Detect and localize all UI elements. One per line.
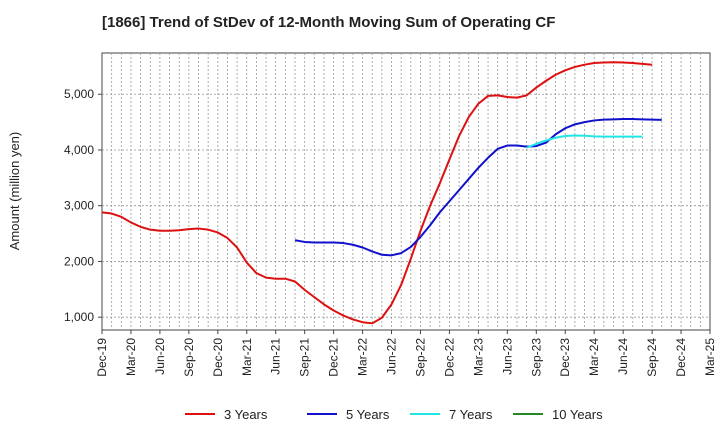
x-tick-label: Mar-23 [471,338,485,376]
y-tick-label: 4,000 [64,143,94,157]
series-lines [101,61,662,325]
y-tick-label: 1,000 [64,310,94,324]
y-tick-label: 5,000 [64,87,94,101]
x-tick-label: Dec-21 [327,338,341,377]
legend-label: 7 Years [449,407,493,422]
x-tick-label: Sep-22 [413,338,427,377]
y-tick-label: 2,000 [64,254,94,268]
x-tick-label: Dec-22 [442,338,456,377]
plot-area [101,52,711,331]
x-tick-label: Sep-24 [645,338,659,377]
x-tick-label: Dec-20 [211,338,225,377]
x-tick-label: Jun-24 [616,338,630,375]
x-tick-label: Dec-24 [674,338,688,377]
x-tick-label: Jun-21 [269,338,283,375]
x-tick-label: Jun-22 [385,338,399,375]
x-axis-ticks: Dec-19 Mar-20 Jun-20 Sep-20 Dec-20 Mar-21 Jun-… [95,330,717,377]
x-tick-label: Jun-23 [500,338,514,375]
x-tick-label: Mar-21 [240,338,254,376]
legend-item-7-years: 7 Years [410,407,493,422]
legend-item-10-years: 10 Years [513,407,603,422]
legend-item-3-years: 3 Years [185,407,268,422]
legend-label: 3 Years [224,407,268,422]
x-tick-label: Sep-23 [529,338,543,377]
y-tick-label: 3,000 [64,199,94,213]
y-axis-ticks: 1,000 2,000 3,000 4,000 5,000 [64,87,102,324]
legend-item-5-years: 5 Years [307,407,390,422]
x-tick-label: Dec-23 [558,338,572,377]
x-tick-label: Mar-20 [124,338,138,376]
legend-label: 5 Years [346,407,390,422]
x-tick-label: Dec-19 [95,338,109,377]
y-axis-label: Amount (million yen) [7,132,22,251]
x-tick-label: Mar-25 [703,338,717,376]
series-line-3-years [101,61,653,325]
legend: 3 Years 5 Years 7 Years 10 Years [185,407,603,422]
legend-label: 10 Years [552,407,603,422]
series-line-5-years [294,118,662,257]
x-tick-label: Sep-21 [298,338,312,377]
x-tick-label: Mar-22 [356,338,370,376]
grid-lines [102,53,710,330]
x-tick-label: Jun-20 [153,338,167,375]
chart-title: [1866] Trend of StDev of 12-Month Moving… [102,14,555,31]
x-tick-label: Mar-24 [587,338,601,376]
series-line-7-years [526,134,643,149]
x-tick-label: Sep-20 [182,338,196,377]
